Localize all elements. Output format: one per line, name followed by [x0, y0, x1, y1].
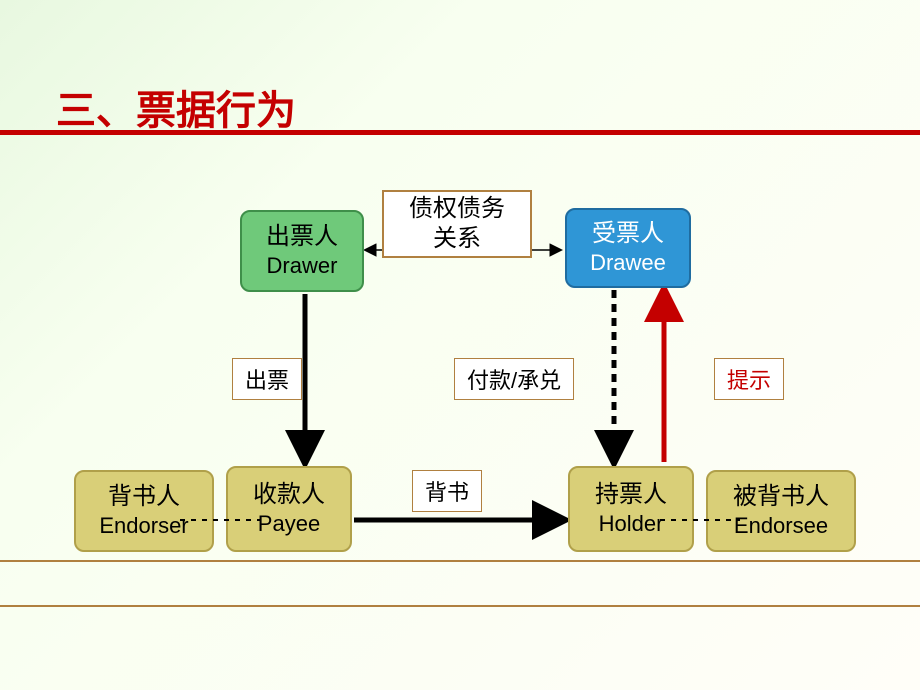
node-drawee-cn: 受票人: [592, 219, 664, 249]
page-title: 三、票据行为: [56, 78, 296, 136]
label-issue: 出票: [232, 358, 302, 400]
node-holder-en: Holder: [599, 510, 664, 538]
node-drawer: 出票人 Drawer: [240, 210, 364, 292]
node-drawer-cn: 出票人: [266, 222, 338, 252]
node-relation-l2: 关系: [433, 224, 481, 254]
label-present: 提示: [714, 358, 784, 400]
label-endorse: 背书: [412, 470, 482, 512]
node-payee-en: Payee: [258, 510, 320, 538]
node-drawee-en: Drawee: [590, 249, 666, 277]
label-pay: 付款/承兑: [454, 358, 574, 400]
bottom-rule-2: [0, 605, 920, 607]
node-relation: 债权债务 关系: [382, 190, 532, 258]
node-drawee: 受票人 Drawee: [565, 208, 691, 288]
bottom-rule-1: [0, 560, 920, 562]
node-payee-cn: 收款人: [253, 480, 325, 510]
node-drawer-en: Drawer: [267, 252, 338, 280]
node-holder: 持票人 Holder: [568, 466, 694, 552]
node-relation-l1: 债权债务: [409, 194, 505, 224]
title-underline: [0, 130, 920, 135]
node-endorser-cn: 背书人: [108, 482, 180, 512]
node-endorsee-cn: 被背书人: [733, 482, 829, 512]
node-endorsee-en: Endorsee: [734, 512, 828, 540]
node-endorsee: 被背书人 Endorsee: [706, 470, 856, 552]
node-holder-cn: 持票人: [595, 480, 667, 510]
node-endorser: 背书人 Endorser: [74, 470, 214, 552]
node-payee: 收款人 Payee: [226, 466, 352, 552]
node-endorser-en: Endorser: [99, 512, 188, 540]
